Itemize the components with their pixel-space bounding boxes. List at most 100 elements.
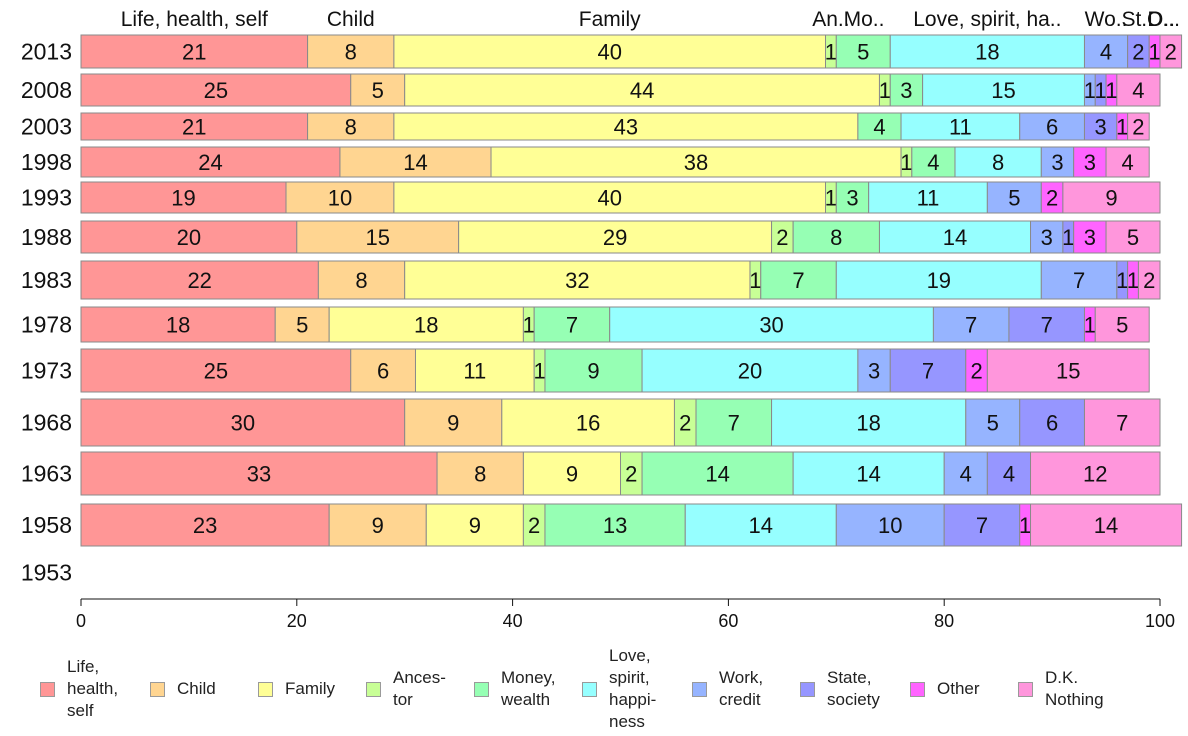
legend-label: Love, spirit, happi- ness (609, 646, 657, 731)
bar-value-label: 5 (857, 40, 869, 65)
bar-value-label: 2 (625, 462, 637, 487)
bar-value-label: 4 (1100, 40, 1112, 65)
bar-value-label: 1 (523, 313, 535, 338)
bar-value-label: 10 (878, 513, 902, 538)
bar-value-label: 4 (1003, 462, 1015, 487)
bar-value-label: 11 (917, 186, 940, 211)
bar-segment (1040, 260, 1118, 300)
bar-segment (835, 503, 945, 547)
bar-segment (1127, 112, 1150, 141)
bar-value-label: 11 (463, 359, 486, 384)
bar-segment (684, 503, 837, 547)
bar-value-label: 2 (776, 225, 788, 250)
bar-value-label: 4 (1132, 78, 1144, 103)
bar-segment (857, 348, 891, 393)
bar-segment (986, 181, 1042, 214)
bar-value-label: 29 (603, 225, 627, 250)
x-tick-label: 0 (76, 611, 86, 631)
legend-swatch (910, 681, 925, 697)
legend-label: Life, health, self (67, 657, 119, 720)
bar-value-label: 8 (355, 268, 367, 293)
bar-value-label: 1 (1062, 225, 1074, 250)
y-tick-label: 1963 (21, 461, 72, 487)
bar-value-label: 15 (991, 78, 1015, 103)
bar-value-label: 44 (630, 78, 654, 103)
bar-segment (1159, 34, 1183, 69)
bar-segment (1137, 260, 1161, 300)
bar-segment (296, 220, 460, 254)
bar-value-label: 3 (1095, 115, 1107, 140)
bar-value-label: 3 (1041, 225, 1053, 250)
top-label: O.. (1147, 8, 1175, 31)
bar-segment (307, 34, 395, 69)
bar-segment (80, 348, 352, 393)
bar-segment (1105, 220, 1161, 254)
bar-segment (792, 220, 880, 254)
x-tick-label: 60 (718, 611, 738, 631)
bar-value-label: 32 (565, 268, 589, 293)
bar-value-label: 9 (372, 513, 384, 538)
bar-segment (900, 112, 1021, 141)
legend-swatch (692, 681, 707, 697)
bar-value-label: 7 (922, 359, 934, 384)
bar-segment (889, 348, 967, 393)
bar-segment (80, 34, 309, 69)
bar-value-label: 18 (856, 411, 880, 436)
bar-value-label: 7 (976, 513, 988, 538)
bar-segment (771, 398, 967, 447)
bar-value-label: 3 (1084, 150, 1096, 175)
top-label: Child (327, 8, 375, 31)
bar-segment (490, 146, 902, 178)
bar-value-label: 2 (528, 513, 540, 538)
bar-segment (792, 451, 945, 496)
top-label: Mo.. (844, 8, 885, 31)
y-tick-label: 1983 (21, 267, 72, 293)
legend-label: Work, credit (719, 668, 764, 709)
bar-value-label: 5 (372, 78, 384, 103)
bar-value-label: 14 (1094, 513, 1118, 538)
bar-value-label: 6 (377, 359, 389, 384)
bar-value-label: 1 (749, 268, 761, 293)
chart-legend: Life, health, self Child Family Ances- tor M… (0, 645, 1188, 736)
bar-value-label: 5 (296, 313, 308, 338)
bar-segment (1083, 34, 1129, 69)
y-tick-label: 2013 (21, 39, 72, 65)
bar-segment (1094, 306, 1150, 343)
bar-value-label: 4 (873, 115, 885, 140)
bar-segment (857, 112, 902, 141)
bar-value-label: 20 (177, 225, 201, 250)
bar-value-label: 40 (597, 186, 621, 211)
bar-value-label: 5 (1008, 186, 1020, 211)
bar-value-label: 1 (825, 40, 837, 65)
bar-value-label: 8 (474, 462, 486, 487)
bar-segment (922, 73, 1085, 107)
bar-value-label: 2 (970, 359, 982, 384)
bar-segment (695, 398, 773, 447)
top-label: Life, health, self (121, 8, 268, 31)
bar-value-label: 10 (328, 186, 352, 211)
y-tick-label: 1998 (21, 149, 72, 175)
bar-segment (943, 451, 988, 496)
bar-value-label: 8 (345, 40, 357, 65)
bar-segment (404, 260, 751, 300)
bar-value-label: 7 (1041, 313, 1053, 338)
bar-value-label: 23 (193, 513, 217, 538)
bar-value-label: 2 (1143, 268, 1155, 293)
bar-value-label: 43 (614, 115, 638, 140)
bar-segment (80, 220, 298, 254)
bar-segment (965, 398, 1021, 447)
legend-item: Child (150, 678, 216, 700)
legend-swatch (800, 681, 815, 697)
x-tick-label: 100 (1145, 611, 1175, 631)
y-tick-label: 2008 (21, 77, 72, 103)
bar-segment (339, 146, 492, 178)
bar-value-label: 19 (927, 268, 951, 293)
bar-segment (641, 451, 794, 496)
bar-value-label: 1 (825, 186, 837, 211)
y-tick-label: 1953 (21, 560, 72, 586)
bar-value-label: 6 (1046, 115, 1058, 140)
bar-segment (1105, 146, 1150, 178)
top-label: D... (1147, 8, 1180, 31)
bar-value-label: 5 (1127, 225, 1139, 250)
bar-value-label: 1 (1127, 268, 1139, 293)
